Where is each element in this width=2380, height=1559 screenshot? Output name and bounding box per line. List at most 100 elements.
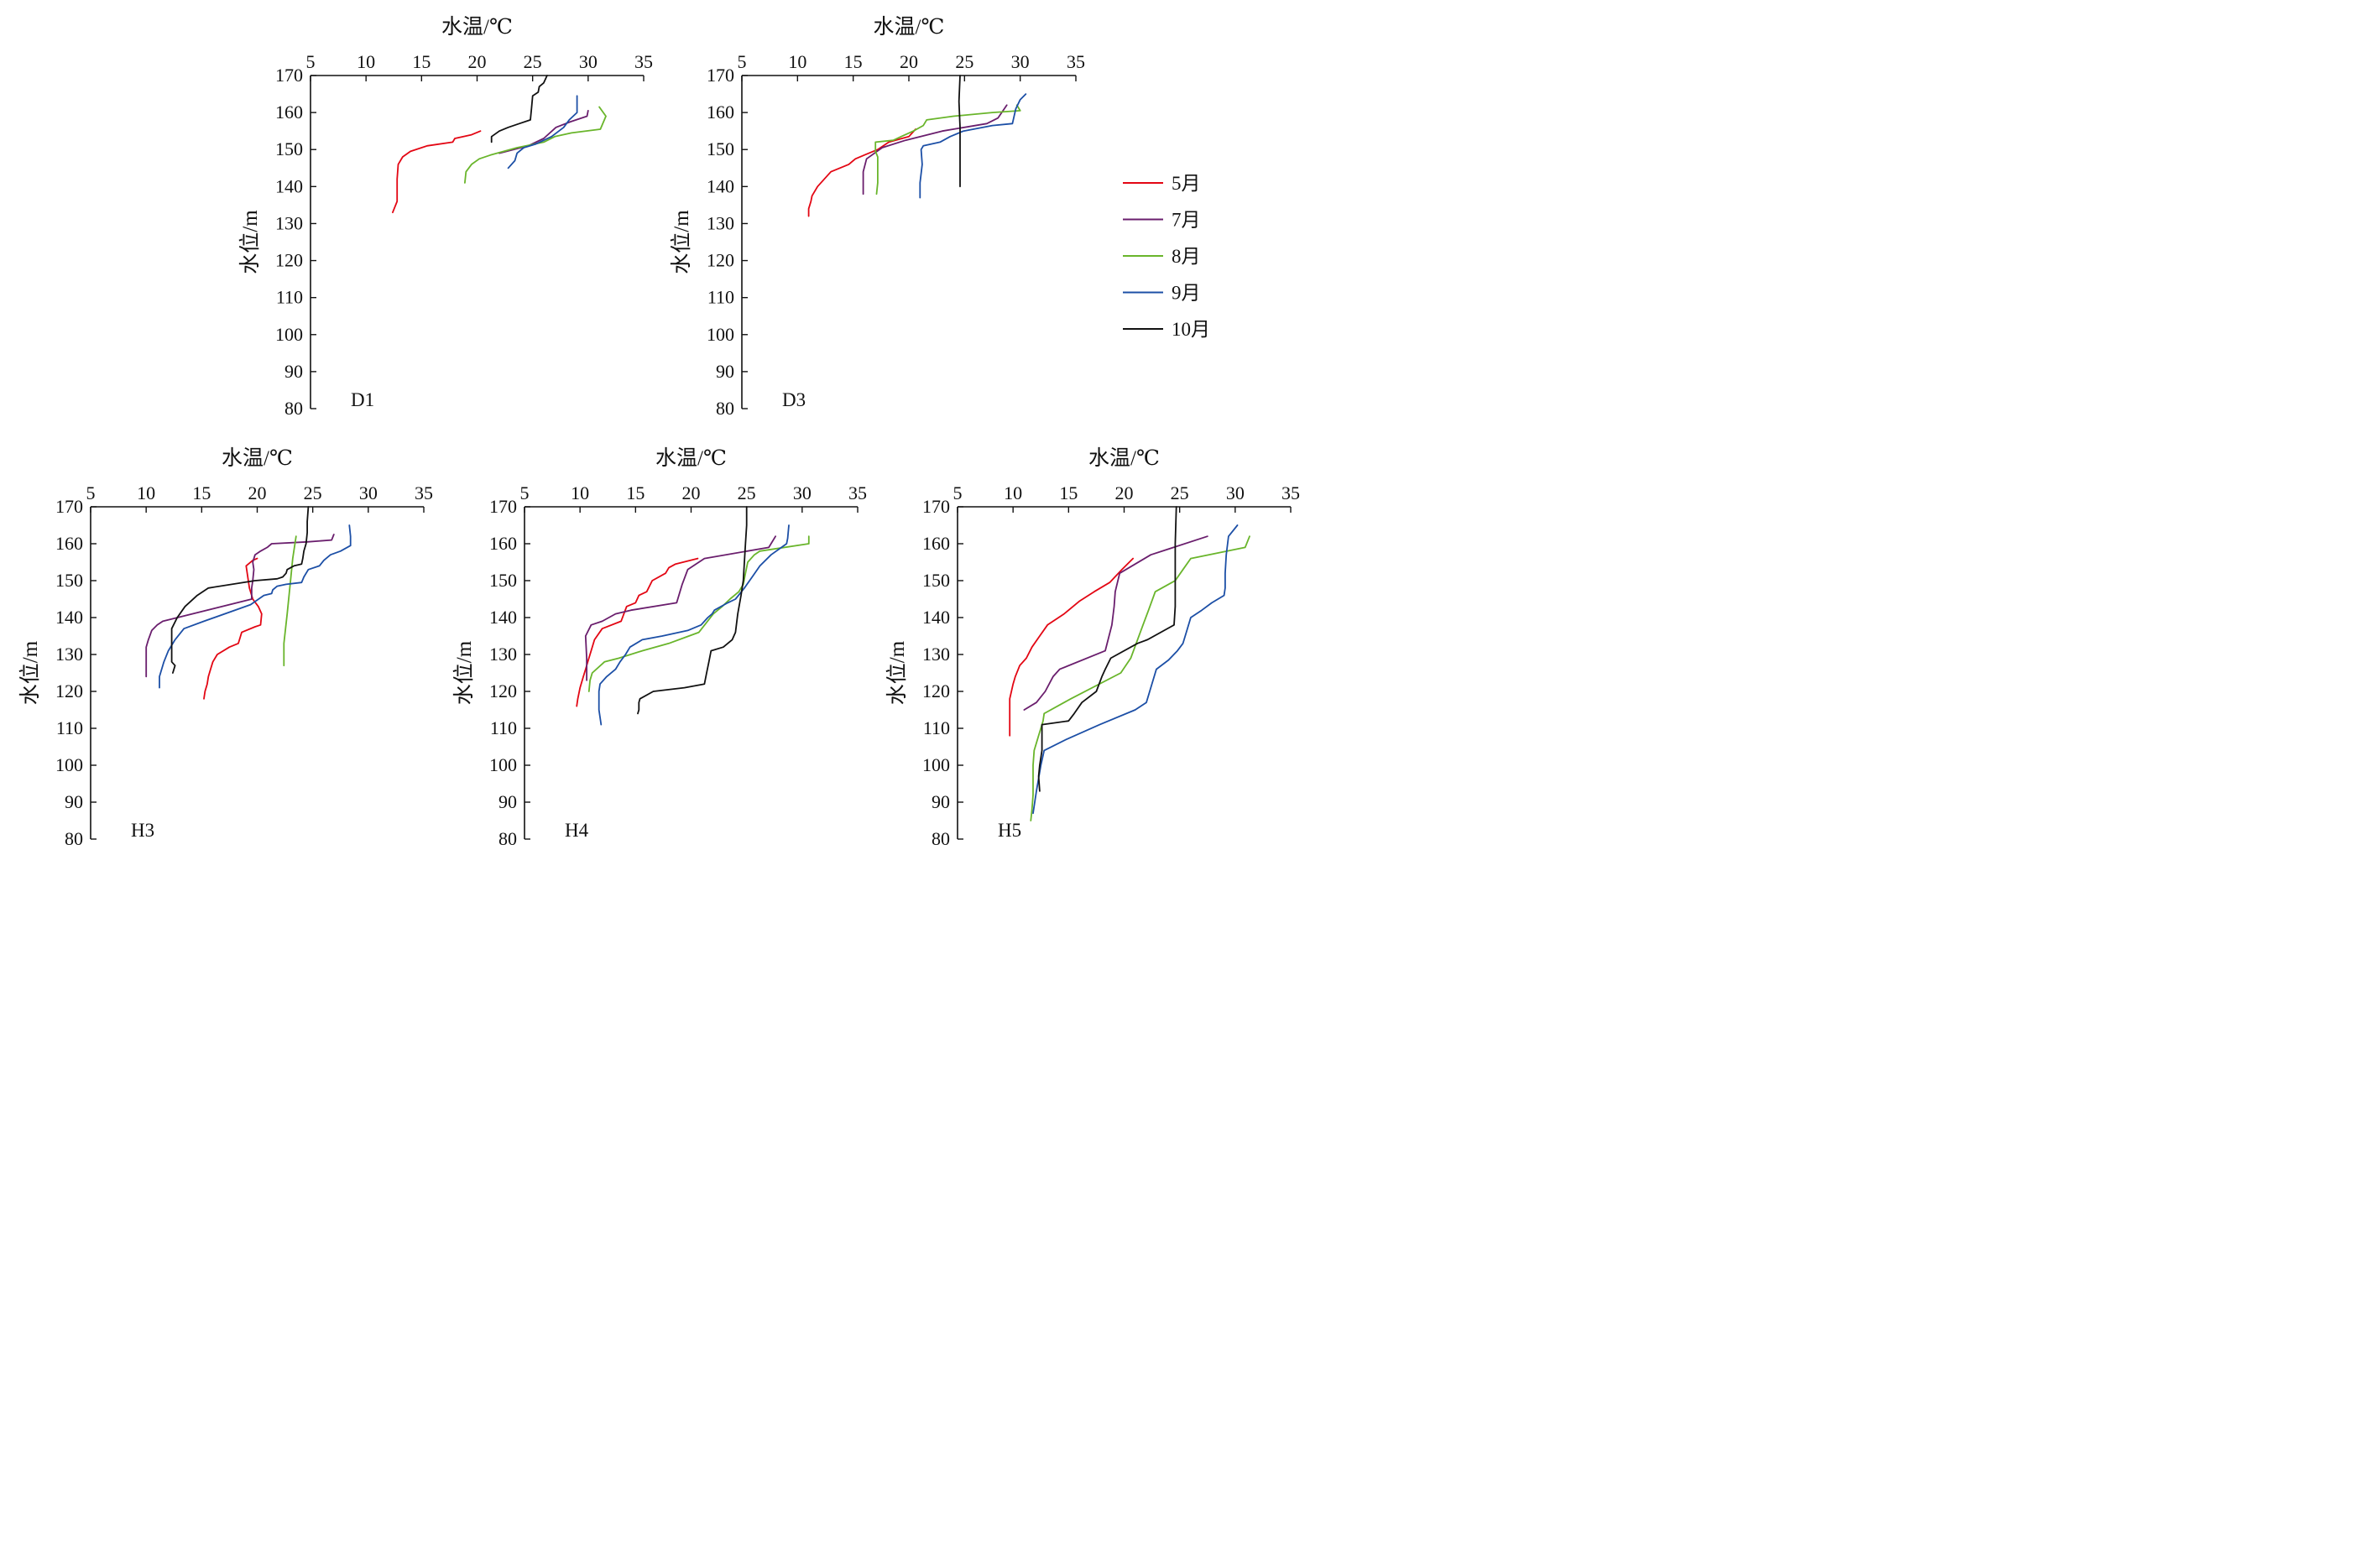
y-tick-label: 160 [922,533,950,554]
series-line-H3-10月 [170,506,310,674]
panel-H5: 5 10 15 20 25 30 35 80 90 100 110 120 130 140 150 160 17… [885,446,1300,849]
y-tick-label: 170 [922,496,950,517]
x-tick-label: 10 [137,482,155,503]
x-tick-label: 35 [1281,482,1300,503]
y-tick-label: 110 [707,287,734,308]
series-line-D3-7月 [862,104,1008,196]
series-line-H4-9月 [598,524,790,726]
series-line-D3-9月 [919,93,1027,199]
x-tick-label: 30 [1011,51,1030,72]
x-tick-label: 25 [1171,482,1189,503]
legend-label: 8月 [1172,246,1201,267]
x-tick-label: 35 [634,51,653,72]
y-tick-label: 110 [56,717,83,738]
y-axis-title: 水位/m [885,640,909,705]
series-line-D1-10月 [490,75,548,143]
y-tick-label: 150 [489,570,517,591]
x-tick-label: 20 [248,482,267,503]
x-tick-label: 25 [955,51,973,72]
y-tick-label: 140 [922,607,950,628]
x-tick-label: 30 [579,51,598,72]
x-axis-title: 水温/℃ [1088,446,1160,470]
series-line-H4-8月 [587,535,810,692]
x-axis-title: 水温/℃ [441,15,513,39]
y-tick-label: 160 [275,102,303,123]
x-tick-label: 5 [520,482,530,503]
x-tick-label: 25 [738,482,756,503]
x-tick-label: 35 [848,482,867,503]
chart-panels: 5 10 15 20 25 30 35 80 90 100 110 120 130 140 150 160 17… [18,15,1300,849]
x-tick-label: 5 [86,482,96,503]
x-axis-title: 水温/℃ [222,446,293,470]
legend-label: 7月 [1172,210,1201,231]
x-tick-label: 20 [900,51,918,72]
y-tick-label: 110 [276,287,303,308]
y-tick-label: 150 [275,138,303,159]
y-tick-label: 80 [284,398,303,419]
y-tick-label: 80 [716,398,734,419]
y-tick-label: 100 [55,754,83,775]
x-tick-label: 35 [1067,51,1085,72]
panel-label: H3 [131,820,154,841]
x-tick-label: 25 [304,482,322,503]
y-tick-label: 150 [707,138,734,159]
legend: 5月 7月 8月 9月 10月 [1123,173,1210,340]
x-tick-label: 25 [524,51,542,72]
x-tick-label: 5 [738,51,747,72]
y-axis-title: 水位/m [670,210,693,274]
panel-H3: 5 10 15 20 25 30 35 80 90 100 110 120 130 140 150 160 17… [18,446,433,849]
y-tick-label: 160 [55,533,83,554]
series-line-H3-9月 [159,524,352,689]
series-line-D1-9月 [507,95,578,169]
x-tick-label: 20 [468,51,487,72]
y-tick-label: 90 [65,791,83,812]
y-tick-label: 90 [284,361,303,382]
y-tick-label: 130 [55,644,83,665]
series-line-H5-5月 [1009,557,1134,737]
y-tick-label: 80 [65,828,83,849]
panel-label: D3 [782,389,806,410]
y-tick-label: 100 [922,754,950,775]
y-tick-label: 130 [489,644,517,665]
y-tick-label: 160 [707,102,734,123]
y-tick-label: 110 [490,717,517,738]
y-tick-label: 100 [275,324,303,345]
panel-D3: 5 10 15 20 25 30 35 80 90 100 110 120 130 140 150 160 17… [670,15,1085,419]
series-line-H5-9月 [1032,524,1239,815]
x-tick-label: 10 [788,51,806,72]
y-tick-label: 140 [489,607,517,628]
y-tick-label: 170 [707,65,734,86]
y-tick-label: 130 [275,212,303,233]
series-line-H3-8月 [283,535,297,667]
x-tick-label: 35 [415,482,433,503]
y-axis-title: 水位/m [18,640,42,705]
y-tick-label: 80 [498,828,517,849]
panel-label: H5 [998,820,1021,841]
y-tick-label: 150 [922,570,950,591]
y-tick-label: 90 [932,791,950,812]
x-tick-label: 30 [793,482,812,503]
x-tick-label: 5 [306,51,316,72]
y-tick-label: 120 [489,680,517,701]
x-tick-label: 15 [192,482,211,503]
series-line-H4-5月 [576,557,699,707]
x-tick-label: 30 [359,482,378,503]
series-line-H3-5月 [203,557,263,700]
y-tick-label: 150 [55,570,83,591]
y-tick-label: 140 [275,175,303,196]
y-tick-label: 140 [707,175,734,196]
series-line-H5-10月 [1037,506,1177,792]
y-tick-label: 170 [275,65,303,86]
x-tick-label: 10 [1004,482,1022,503]
x-tick-label: 30 [1226,482,1245,503]
y-tick-label: 120 [707,250,734,271]
series-line-H5-7月 [1023,535,1208,711]
y-tick-label: 140 [55,607,83,628]
panel-H4: 5 10 15 20 25 30 35 80 90 100 110 120 130 140 150 160 17… [452,446,867,849]
y-tick-label: 130 [707,212,734,233]
figure: 5 10 15 20 25 30 35 80 90 100 110 120 130 140 150 160 17… [18,15,1300,849]
y-tick-label: 90 [716,361,734,382]
series-line-H5-8月 [1030,535,1250,821]
y-tick-label: 160 [489,533,517,554]
x-axis-title: 水温/℃ [655,446,727,470]
